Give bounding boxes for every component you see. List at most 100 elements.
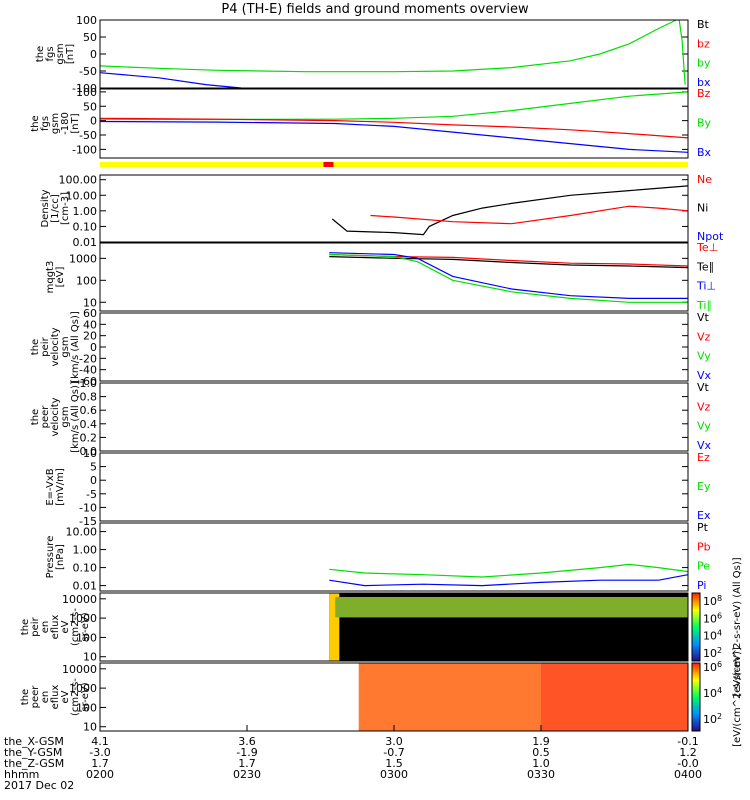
panel-frame — [99, 312, 689, 382]
y-axis-label: en — [40, 621, 51, 634]
x-tick-label: 1.2 — [679, 746, 697, 759]
y-tick-label: 10 — [83, 447, 97, 460]
status-bar-marker — [323, 162, 334, 167]
legend-entry: Vx — [697, 369, 712, 382]
y-tick-label: 0.01 — [73, 580, 98, 593]
y-axis-label: [km/s (All Qs)] — [70, 311, 81, 383]
y-axis-label: peir — [30, 616, 41, 636]
series-line-By — [99, 91, 689, 121]
legend-entry: By — [697, 117, 712, 130]
y-axis-label: sr-eV) — [80, 682, 91, 711]
y-axis-label: eflux — [50, 685, 61, 710]
series-line-by — [99, 19, 677, 73]
date-label: 2017 Dec 02 — [4, 779, 74, 792]
legend-entry: Ez — [697, 451, 710, 464]
y-tick-label: 1.00 — [73, 205, 98, 218]
x-tick-label: 1.7 — [91, 757, 109, 770]
x-tick-label: -0.0 — [677, 757, 698, 770]
legend-entry: bz — [697, 37, 710, 50]
y-axis-label: gsm — [50, 113, 61, 134]
legend-entry: Pi — [697, 579, 706, 592]
y-axis-label: [nT] — [65, 44, 76, 64]
y-axis-label: velocity — [50, 397, 61, 436]
y-tick-label: 5 — [90, 461, 97, 474]
x-tick-label: 0300 — [380, 768, 408, 781]
x-tick-label: -0.1 — [677, 735, 698, 748]
y-axis-label: gsm — [60, 406, 71, 427]
series-line-Bz — [99, 117, 689, 139]
series-line-Ti∥ — [329, 253, 688, 303]
y-tick-label: -15 — [79, 515, 97, 528]
y-axis-label: peir — [40, 336, 51, 356]
y-axis-label: gsm — [60, 336, 71, 357]
y-axis-label: velocity — [50, 327, 61, 366]
y-tick-label: -100 — [72, 143, 97, 156]
colorbar-electron-tick: 104 — [703, 686, 722, 700]
y-tick-label: 100 — [76, 701, 97, 714]
y-tick-label: 60 — [83, 307, 97, 320]
legend-entry: Bz — [697, 87, 711, 100]
y-axis-label: Density — [40, 189, 51, 227]
y-axis-label: en — [40, 691, 51, 704]
x-tick-label: -1.9 — [236, 746, 257, 759]
y-tick-label: 20 — [83, 330, 97, 343]
y-tick-label: 50 — [83, 31, 97, 44]
series-line-Te∥ — [329, 256, 689, 269]
y-tick-label: 10 — [83, 651, 97, 664]
legend-entry: Vt — [697, 381, 710, 394]
series-line-Ne — [370, 205, 689, 225]
legend-entry: Bt — [697, 18, 710, 31]
y-tick-label: 1.0 — [80, 377, 98, 390]
chart-title: P4 (TH-E) fields and ground moments over… — [221, 2, 529, 17]
y-axis-label: eV — [60, 620, 71, 633]
y-axis-label: fgs — [40, 116, 51, 131]
series-line-Pe — [329, 563, 689, 578]
y-tick-label: 0.4 — [80, 418, 98, 431]
y-axis-label: [km/s (All Qs)] — [70, 381, 81, 453]
colorbar-ion-tick: 106 — [703, 611, 722, 625]
y-tick-label: 10.00 — [66, 526, 98, 539]
colorbar-electron-tick: 102 — [703, 712, 722, 726]
y-tick-label: 0 — [90, 341, 97, 354]
legend-entry: by — [697, 57, 711, 70]
y-tick-label: -60 — [79, 375, 97, 388]
y-axis-label: the — [30, 339, 41, 355]
x-tick-label: 0330 — [527, 768, 555, 781]
y-tick-label: 1.00 — [73, 544, 98, 557]
y-tick-label: 40 — [83, 318, 97, 331]
x-row-label: the_Y-GSM — [4, 746, 62, 759]
electron-spectrogram-band — [541, 663, 688, 731]
y-tick-label: -50 — [79, 129, 97, 142]
y-tick-label: 10000 — [62, 663, 97, 676]
y-axis-label: (cm2-s- — [70, 608, 81, 646]
x-row-label: the_Z-GSM — [4, 757, 64, 770]
legend-entry: Ex — [697, 509, 711, 522]
y-tick-label: 1000 — [69, 612, 97, 625]
y-axis-label: [cm-3] — [60, 192, 71, 225]
y-tick-label: 10000 — [62, 593, 97, 606]
y-axis-label: the — [20, 689, 31, 705]
y-tick-label: 100 — [76, 274, 97, 287]
legend-entry: Pb — [697, 540, 711, 553]
panel-frame — [99, 592, 689, 662]
x-tick-label: 0.5 — [532, 746, 550, 759]
y-tick-label: -100 — [72, 82, 97, 95]
colorbar-ion-tick: 104 — [703, 629, 722, 643]
panel-frame — [99, 242, 689, 312]
legend-entry: Ti⊥ — [696, 280, 716, 293]
x-tick-label: 0230 — [233, 768, 261, 781]
y-axis-label: [eV] — [55, 267, 66, 288]
x-tick-label: 0200 — [86, 768, 114, 781]
x-tick-label: 4.1 — [91, 735, 109, 748]
panel-frame — [99, 382, 689, 452]
series-line-Pi — [329, 574, 689, 587]
legend-entry: Ne — [697, 173, 712, 186]
y-tick-label: -10 — [79, 501, 97, 514]
y-tick-label: 0.10 — [73, 220, 98, 233]
x-tick-label: 1.5 — [385, 757, 403, 770]
y-tick-label: 0 — [90, 474, 97, 487]
y-tick-label: -40 — [79, 364, 97, 377]
colorbar-ion-label: [eV/(cm^2-s-sr-eV) (All Qs)] — [732, 557, 743, 696]
colorbar-ion-tick: 108 — [703, 594, 722, 608]
colorbar-electron-label: [eV/(cm^2-s-sr-eV)] — [732, 647, 743, 747]
